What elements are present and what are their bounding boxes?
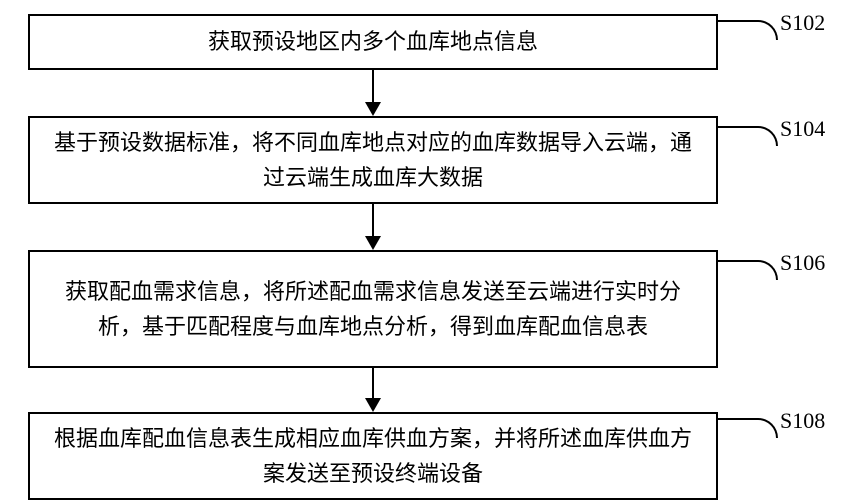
arrow-line — [372, 70, 374, 102]
step-label-s106: S106 — [780, 250, 825, 276]
connector-s104 — [718, 126, 778, 146]
step-text-s106: 获取配血需求信息，将所述配血需求信息发送至云端进行实时分析，基于匹配程度与血库地… — [50, 274, 696, 344]
step-text-s104: 基于预设数据标准，将不同血库地点对应的血库数据导入云端，通过云端生成血库大数据 — [50, 125, 696, 195]
arrow-s102-s104 — [365, 70, 381, 116]
step-box-s104: 基于预设数据标准，将不同血库地点对应的血库数据导入云端，通过云端生成血库大数据 — [28, 116, 718, 204]
arrow-line — [372, 368, 374, 398]
step-label-s108: S108 — [780, 408, 825, 434]
step-text-s108: 根据血库配血信息表生成相应血库供血方案，并将所述血库供血方案发送至预设终端设备 — [50, 421, 696, 491]
step-box-s108: 根据血库配血信息表生成相应血库供血方案，并将所述血库供血方案发送至预设终端设备 — [28, 412, 718, 500]
arrow-head-icon — [365, 236, 381, 250]
connector-s102 — [718, 20, 778, 40]
step-box-s102: 获取预设地区内多个血库地点信息 — [28, 14, 718, 70]
connector-s106 — [718, 260, 778, 280]
flowchart-canvas: 获取预设地区内多个血库地点信息 S102 基于预设数据标准，将不同血库地点对应的… — [0, 0, 846, 502]
step-label-s102: S102 — [780, 10, 825, 36]
arrow-head-icon — [365, 398, 381, 412]
arrow-head-icon — [365, 102, 381, 116]
step-label-s104: S104 — [780, 116, 825, 142]
arrow-s104-s106 — [365, 204, 381, 250]
arrow-line — [372, 204, 374, 236]
step-box-s106: 获取配血需求信息，将所述配血需求信息发送至云端进行实时分析，基于匹配程度与血库地… — [28, 250, 718, 368]
step-text-s102: 获取预设地区内多个血库地点信息 — [208, 24, 538, 59]
arrow-s106-s108 — [365, 368, 381, 412]
connector-s108 — [718, 418, 778, 438]
